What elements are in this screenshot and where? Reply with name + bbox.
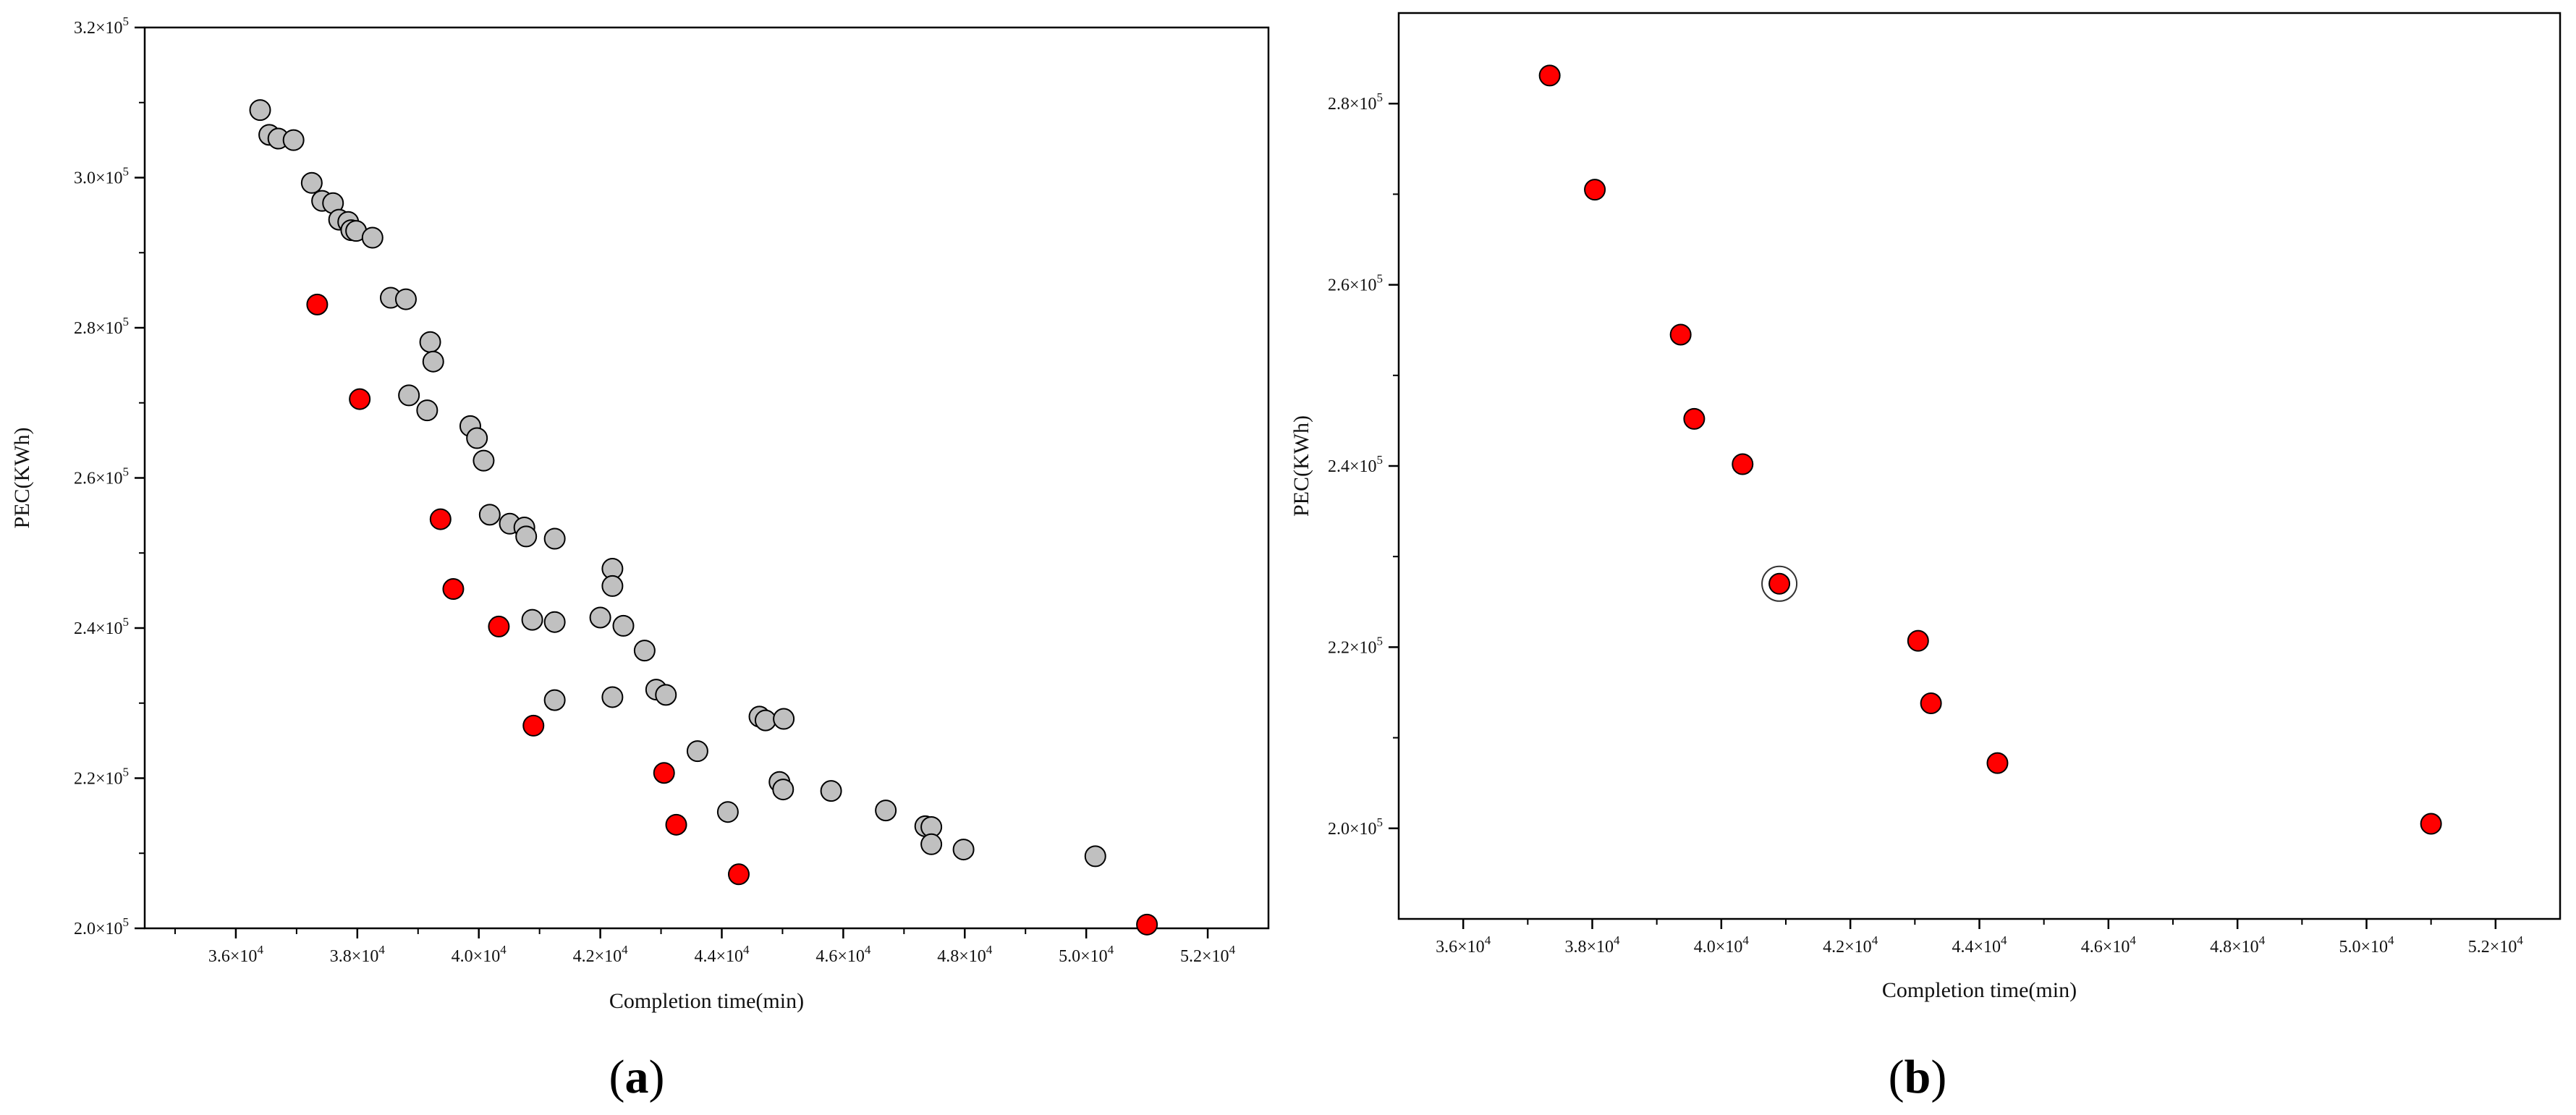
x-tick-label: 4.2×104 [573, 943, 629, 966]
pareto-point [2420, 813, 2442, 835]
pareto-point [1907, 629, 1929, 652]
pareto-point [1136, 913, 1158, 936]
solution-point [422, 350, 444, 373]
solution-point [419, 331, 441, 353]
x-tick-label: 3.6×104 [208, 943, 264, 966]
y-tick-label: 2.8×105 [74, 315, 129, 338]
solution-point [772, 779, 795, 801]
solution-point [875, 800, 897, 822]
pareto-point [306, 293, 329, 315]
y-tick-label: 2.2×105 [74, 766, 129, 789]
plot-frame [1397, 12, 2562, 920]
pareto-point [488, 615, 510, 637]
chart-panel-a: 3.6×104 3.8×104 4.0×104 4.2×104 4.4×104 4.6×1… [10, 14, 1270, 1103]
pareto-point [522, 714, 545, 737]
pareto-point [442, 578, 465, 601]
x-axis-title: Completion time(min) [1882, 978, 2077, 1002]
solution-point [633, 640, 656, 662]
pareto-point [349, 388, 371, 410]
x-tick-label: 4.6×104 [815, 943, 871, 966]
pareto-point [665, 813, 687, 836]
pareto-point [1669, 323, 1692, 346]
panel-label: (b) [1889, 1051, 1947, 1103]
y-tick-label: 2.0×105 [74, 915, 129, 938]
x-tick-label: 4.0×104 [1694, 933, 1750, 957]
solution-point [754, 709, 776, 732]
x-tick-label: 3.8×104 [1564, 933, 1620, 957]
y-axis-title: PEC(KWh) [10, 428, 34, 529]
pareto-point [1538, 64, 1561, 87]
solution-point [478, 504, 501, 526]
x-tick-label: 5.0×104 [1059, 943, 1114, 966]
solution-point [820, 780, 842, 802]
y-tick-label: 2.6×105 [74, 465, 129, 488]
solution-point [394, 288, 417, 310]
solution-point [416, 399, 438, 422]
solution-point [543, 611, 566, 633]
solution-point [1084, 845, 1106, 868]
solution-point [952, 839, 975, 861]
solution-point [612, 614, 635, 637]
solution-point [686, 740, 708, 763]
solution-point [473, 449, 495, 472]
y-tick-label: 2.4×105 [1328, 453, 1383, 476]
solution-point [920, 833, 943, 855]
pareto-point [1768, 572, 1791, 595]
pareto-point [1683, 407, 1706, 430]
y-tick-label: 2.0×105 [1328, 815, 1383, 839]
y-tick-label: 3.2×105 [74, 14, 129, 38]
pareto-point [1584, 179, 1606, 201]
solution-point [515, 525, 538, 548]
solution-point [398, 384, 420, 407]
solution-point [282, 129, 305, 151]
y-tick-label: 2.6×105 [1328, 272, 1383, 295]
x-axis-title: Completion time(min) [609, 989, 804, 1013]
x-tick-label: 4.4×104 [1952, 933, 2007, 957]
y-tick-label: 2.2×105 [1328, 634, 1383, 657]
y-tick-label: 2.4×105 [74, 615, 129, 638]
solution-point [361, 226, 384, 249]
solution-point [601, 686, 624, 708]
pareto-point [727, 863, 750, 886]
solution-point [249, 99, 271, 122]
x-tick-label: 5.2×104 [1180, 943, 1236, 966]
x-tick-label: 5.0×104 [2339, 933, 2394, 957]
y-tick-label: 3.0×105 [74, 165, 129, 188]
solution-point [589, 606, 611, 629]
solution-point [773, 708, 795, 730]
x-tick-label: 4.0×104 [452, 943, 507, 966]
plot-frame [143, 26, 1270, 930]
x-tick-label: 4.4×104 [694, 943, 750, 966]
x-tick-label: 4.2×104 [1823, 933, 1878, 957]
solution-point [521, 609, 543, 631]
pareto-point [653, 762, 675, 784]
pareto-point [1732, 453, 1754, 475]
x-tick-label: 4.8×104 [2210, 933, 2266, 957]
pareto-point [429, 508, 452, 530]
x-tick-label: 3.8×104 [330, 943, 386, 966]
solution-point [716, 801, 739, 823]
x-tick-label: 3.6×104 [1436, 933, 1491, 957]
pareto-point [1920, 692, 1942, 715]
solution-point [543, 527, 566, 550]
solution-point [300, 171, 323, 194]
solution-point [655, 684, 677, 706]
x-tick-label: 4.6×104 [2081, 933, 2137, 957]
x-tick-label: 4.8×104 [937, 943, 993, 966]
solution-point [466, 427, 488, 449]
solution-point [543, 689, 566, 711]
chart-panel-b: 3.6×104 3.8×104 4.0×104 4.2×104 4.4×104 4.6×1… [1289, 12, 2562, 1103]
solution-point [601, 575, 624, 597]
pareto-point [1986, 752, 2009, 774]
x-tick-label: 5.2×104 [2468, 933, 2524, 957]
panel-label: (a) [609, 1051, 665, 1103]
y-tick-label: 2.8×105 [1328, 90, 1383, 114]
y-axis-title: PEC(KWh) [1289, 415, 1313, 517]
